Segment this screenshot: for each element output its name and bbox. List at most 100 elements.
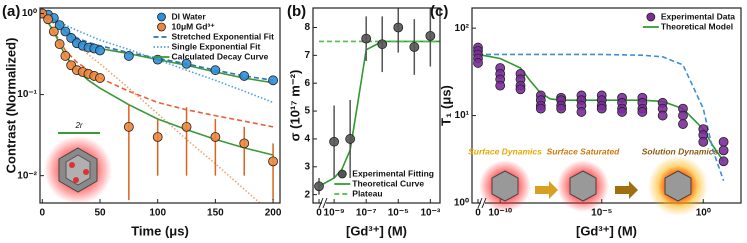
y-tick-label: 8 <box>304 22 310 33</box>
data-point <box>123 121 134 132</box>
data-point <box>535 103 546 114</box>
data-point <box>268 75 278 86</box>
y-tick-label: 4 <box>304 134 310 145</box>
legend-label: Theoretical Model <box>661 21 733 31</box>
x-tick-label: 10⁻⁵ <box>388 208 409 219</box>
data-point <box>718 145 729 156</box>
data-point <box>181 121 192 132</box>
y-tick-label: 10² <box>455 23 470 34</box>
data-point <box>181 58 192 69</box>
x-axis-label: [Gd³⁺] (M) <box>576 223 637 238</box>
annotation: Solution Dynamics <box>642 146 719 156</box>
data-point <box>268 156 278 167</box>
data-point <box>361 33 372 44</box>
plot-area <box>314 8 440 195</box>
data-point <box>95 73 105 83</box>
legend-label: Stretched Exponential Fit <box>172 31 275 41</box>
axis-break-gap <box>481 198 485 208</box>
y-tick-label: 7 <box>304 50 310 61</box>
fit-line <box>478 53 725 181</box>
annotation: Surface Dynamics <box>468 146 542 156</box>
legend-label: 10μM Gd³⁺ <box>172 21 216 31</box>
data-point <box>596 103 607 114</box>
data-point <box>60 51 71 61</box>
panel-label: (a) <box>2 3 20 20</box>
data-point <box>409 42 420 52</box>
plot-area <box>473 42 729 181</box>
plot-area <box>40 8 278 203</box>
x-tick-label: 0 <box>316 208 322 219</box>
y-tick-label: 10¹ <box>455 110 470 121</box>
y-tick-label: 3 <box>304 161 310 172</box>
annotation: 2r <box>74 121 82 130</box>
data-point <box>637 107 648 117</box>
y-axis-label: T₁ (μs) <box>438 85 453 126</box>
axis-break <box>318 197 328 209</box>
legend-marker <box>157 22 166 32</box>
fit-line <box>318 40 440 187</box>
y-axis-label: Contrast (Normalized) <box>3 38 18 174</box>
annotation: Surface Saturated <box>547 146 621 156</box>
legend-label: Experimental Data <box>661 11 735 21</box>
x-tick-label: 10⁻⁹ <box>324 208 345 219</box>
panel-label: (c) <box>430 3 448 20</box>
data-point <box>393 22 404 33</box>
x-tick-label: 10⁻¹⁰ <box>488 208 512 219</box>
data-point <box>314 181 324 192</box>
data-point <box>556 103 567 114</box>
y-tick-label: 2 <box>304 189 310 200</box>
x-tick-label: 150 <box>207 208 224 219</box>
data-point <box>60 26 71 37</box>
data-point <box>678 110 688 121</box>
axes-frame <box>39 7 281 204</box>
data-point <box>617 107 627 117</box>
y-tick-label: 10⁰ <box>22 8 37 19</box>
data-point <box>377 39 388 50</box>
legend-label: Single Exponential Fit <box>172 41 261 51</box>
data-point <box>718 136 729 147</box>
x-tick-label: 10⁻⁷ <box>356 208 377 219</box>
x-tick-label: 10⁰ <box>696 208 711 219</box>
x-tick-label: 10⁻⁵ <box>591 208 612 219</box>
legend-label: Theoretical Curve <box>352 178 424 188</box>
axes-frame <box>312 7 441 204</box>
data-point <box>329 136 340 147</box>
data-point <box>123 51 134 61</box>
x-tick-label: 0 <box>475 208 481 219</box>
data-point <box>698 136 709 147</box>
data-point <box>425 30 436 41</box>
legend-marker <box>337 169 347 179</box>
legend-label: Calculated Decay Curve <box>172 51 269 61</box>
data-point <box>210 65 221 76</box>
x-axis-label: [Gd³⁺] (M) <box>346 223 407 238</box>
data-point <box>678 119 688 129</box>
data-point <box>239 138 250 149</box>
data-point <box>210 132 221 142</box>
data-point <box>43 14 53 25</box>
legend-marker <box>646 12 656 22</box>
insets: 2r Surface Dynamics Surface Saturated So… <box>44 121 719 216</box>
data-point <box>54 20 65 30</box>
x-tick-label: 10⁻³ <box>420 208 440 219</box>
y-tick-label: 5 <box>304 106 310 117</box>
legend-label: DI Water <box>172 11 207 21</box>
axis-break-gap <box>322 198 326 208</box>
x-axis-label: Time (μs) <box>131 223 189 238</box>
x-tick-label: 50 <box>94 208 106 219</box>
data-point <box>152 132 163 142</box>
data-point <box>239 71 250 81</box>
legend-label: Experimental Fitting <box>352 168 434 178</box>
data-point <box>657 110 668 121</box>
data-point <box>95 45 105 56</box>
axes-frame <box>471 7 742 204</box>
legend-label: Plateau <box>352 188 382 198</box>
data-point <box>54 39 65 49</box>
panel-label: (b) <box>287 3 306 20</box>
data-point <box>345 134 356 144</box>
x-tick-label: 200 <box>265 208 282 219</box>
legend-marker <box>157 12 166 22</box>
